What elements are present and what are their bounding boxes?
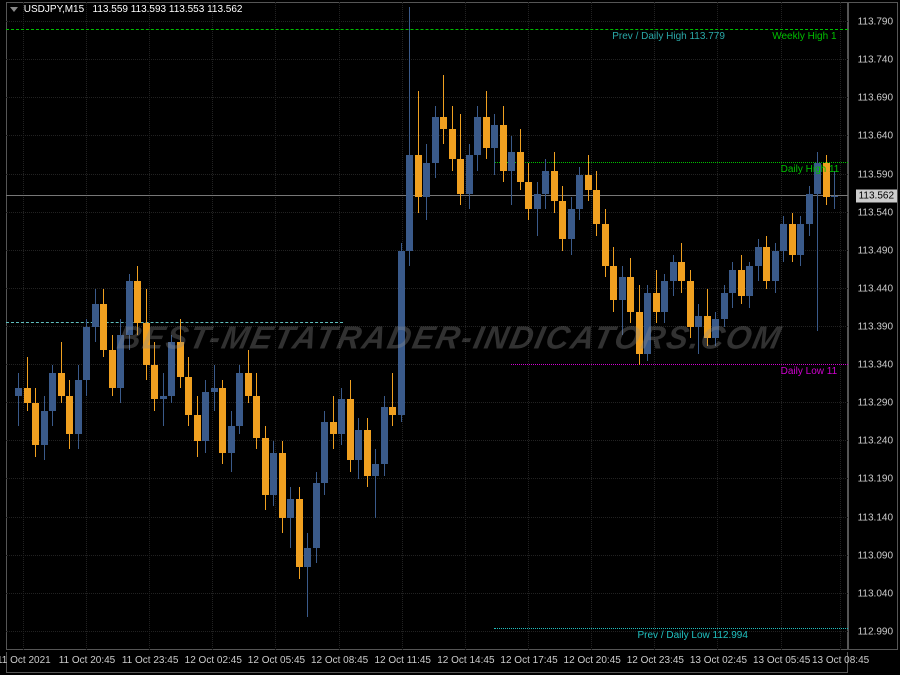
price-tick: 113.040: [858, 588, 893, 599]
price-tick: 113.590: [858, 169, 893, 180]
price-tick: 113.440: [858, 283, 893, 294]
time-tick: 12 Oct 20:45: [564, 655, 621, 666]
price-tick: 113.690: [858, 93, 893, 104]
price-tick: 113.290: [858, 398, 893, 409]
candle: [41, 3, 48, 649]
candle: [83, 3, 90, 649]
candle: [100, 3, 107, 649]
price-tick: 113.090: [858, 550, 893, 561]
level-label-daily-high: Daily High 11: [781, 164, 840, 175]
candle: [32, 3, 39, 649]
time-tick: 12 Oct 05:45: [248, 655, 305, 666]
candle: [24, 3, 31, 649]
grid-line: [840, 2, 841, 650]
price-tick: 113.340: [858, 360, 893, 371]
watermark: BEST-METATRADER-INDICATORS.COM: [114, 319, 786, 356]
candle: [66, 3, 73, 649]
candle: [814, 3, 821, 649]
symbol-label: USDJPY,M15: [24, 4, 84, 15]
price-tick: 113.190: [858, 474, 893, 485]
chevron-down-icon[interactable]: [10, 7, 18, 12]
time-scale[interactable]: 11 Oct 202111 Oct 20:4511 Oct 23:4512 Oc…: [6, 652, 848, 673]
time-tick: 12 Oct 23:45: [627, 655, 684, 666]
time-tick: 11 Oct 2021: [0, 655, 51, 666]
ohlc-label: 113.559 113.593 113.553 113.562: [93, 4, 243, 15]
time-tick: 12 Oct 17:45: [500, 655, 557, 666]
candle: [92, 3, 99, 649]
price-tick: 113.540: [858, 207, 893, 218]
level-label-prev-daily-high: Prev / Daily High 113.779: [612, 31, 725, 42]
time-tick: 13 Oct 08:45: [812, 655, 869, 666]
price-tick: 113.640: [858, 131, 893, 142]
candle: [823, 3, 830, 649]
price-tick: 113.490: [858, 245, 893, 256]
candle: [806, 3, 813, 649]
candle: [831, 3, 838, 649]
level-label-prev-daily-low: Prev / Daily Low 112.994: [638, 630, 748, 641]
candle: [797, 3, 804, 649]
candle: [49, 3, 56, 649]
price-tick: 113.390: [858, 322, 893, 333]
time-tick: 13 Oct 05:45: [753, 655, 810, 666]
current-price-marker: 113.562: [856, 189, 897, 202]
price-tick: 113.740: [858, 55, 893, 66]
candle: [789, 3, 796, 649]
price-tick: 113.240: [858, 436, 893, 447]
time-tick: 12 Oct 08:45: [311, 655, 368, 666]
candle: [75, 3, 82, 649]
candle: [58, 3, 65, 649]
time-tick: 11 Oct 23:45: [122, 655, 179, 666]
price-tick: 113.790: [858, 17, 893, 28]
time-tick: 13 Oct 02:45: [690, 655, 747, 666]
time-tick: 11 Oct 20:45: [59, 655, 116, 666]
candle: [109, 3, 116, 649]
candle: [15, 3, 22, 649]
price-scale[interactable]: 113.790 113.740 113.690 113.640 113.590 113.5…: [848, 2, 898, 650]
chart-header[interactable]: USDJPY,M15 113.559 113.593 113.553 113.5…: [10, 4, 243, 15]
time-tick: 12 Oct 14:45: [437, 655, 494, 666]
price-tick: 112.990: [858, 626, 893, 637]
time-tick: 12 Oct 02:45: [185, 655, 242, 666]
price-tick: 113.140: [858, 512, 893, 523]
level-label-daily-low: Daily Low 11: [781, 366, 838, 377]
level-label2-prev-daily-high: Weekly High 1: [772, 31, 836, 42]
time-tick: 12 Oct 11:45: [374, 655, 431, 666]
